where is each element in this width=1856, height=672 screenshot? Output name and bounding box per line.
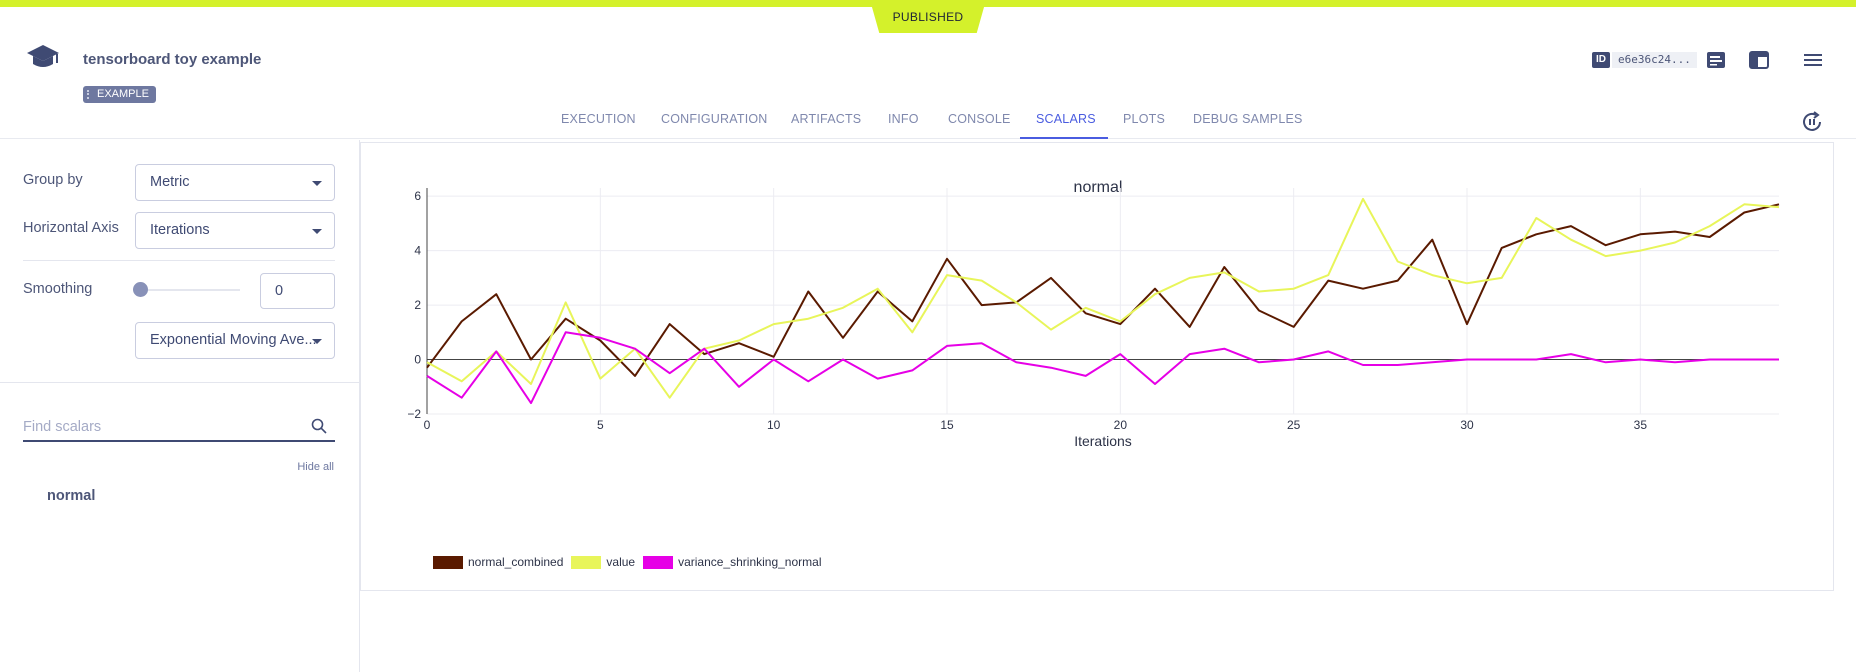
hide-all-link[interactable]: Hide all (297, 461, 334, 473)
y-tick-label: 4 (414, 244, 421, 258)
scalar-list-item[interactable]: normal (47, 488, 96, 504)
y-tick-label: −2 (407, 407, 421, 421)
smoothing-slider-handle[interactable] (133, 282, 148, 297)
find-scalars-placeholder: Find scalars (23, 419, 102, 435)
x-tick-label: 10 (767, 418, 781, 432)
y-tick-label: 2 (414, 298, 421, 312)
x-tick-label: 30 (1460, 418, 1474, 432)
tab-plots[interactable]: PLOTS (1123, 112, 1165, 126)
smoothing-method-select[interactable]: Exponential Moving Ave... (135, 322, 335, 359)
smoothing-method-value: Exponential Moving Ave... (150, 332, 317, 348)
series-line-variance_shrinking_normal (426, 331, 1779, 405)
legend-item[interactable]: value (571, 555, 635, 569)
id-value: e6e36c24... (1612, 52, 1697, 68)
legend-label: value (606, 555, 636, 569)
task-title: tensorboard toy example (83, 51, 262, 68)
active-tab-indicator (1020, 137, 1108, 139)
search-icon[interactable] (311, 418, 327, 434)
smoothing-slider-track[interactable] (140, 289, 240, 291)
tab-execution[interactable]: EXECUTION (561, 112, 636, 126)
task-header: tensorboard toy example EXAMPLE ID e6e36… (0, 7, 1856, 139)
tab-configuration[interactable]: CONFIGURATION (661, 112, 768, 126)
legend-label: variance_shrinking_normal (678, 555, 822, 569)
y-tick-label: 6 (414, 189, 421, 203)
details-icon[interactable] (1704, 48, 1728, 72)
chevron-down-icon (312, 229, 322, 234)
x-tick-label: 20 (1114, 418, 1128, 432)
tab-debug-samples[interactable]: DEBUG SAMPLES (1193, 112, 1303, 126)
legend-label: normal_combined (468, 555, 564, 569)
tab-console[interactable]: CONSOLE (948, 112, 1011, 126)
horizontal-axis-select[interactable]: Iterations (135, 212, 335, 249)
x-axis-label: Iterations (1074, 433, 1132, 449)
divider (0, 382, 360, 383)
x-tick-label: 25 (1287, 418, 1301, 432)
smoothing-label: Smoothing (23, 281, 93, 297)
layout-panel-icon[interactable] (1747, 48, 1771, 72)
series-line-normal_combined (426, 203, 1780, 377)
tab-bar: EXECUTION CONFIGURATION ARTIFACTS INFO C… (0, 100, 1856, 140)
scalars-sidebar: Group by Metric Horizontal Axis Iteratio… (0, 140, 360, 672)
chevron-down-icon (312, 339, 322, 344)
x-tick-label: 15 (940, 418, 954, 432)
graduation-cap-icon (27, 45, 59, 67)
legend-item[interactable]: variance_shrinking_normal (643, 555, 822, 569)
legend-swatch (571, 555, 602, 569)
divider (23, 260, 335, 261)
smoothing-input[interactable]: 0 (260, 273, 335, 309)
series-line-value (426, 197, 1780, 399)
legend-swatch (433, 555, 463, 569)
chart-legend: normal_combined value variance_shrinking_n… (433, 555, 830, 569)
x-tick-label: 5 (597, 418, 604, 432)
x-tick-label: 35 (1634, 418, 1648, 432)
menu-icon[interactable] (1801, 48, 1825, 72)
chart-title: normal (1073, 179, 1123, 196)
legend-swatch (643, 555, 674, 569)
find-scalars-field[interactable]: Find scalars (23, 410, 335, 442)
tab-info[interactable]: INFO (888, 112, 919, 126)
task-id[interactable]: ID e6e36c24... (1592, 51, 1697, 69)
chart-panel: normal 0 5 10 15 20 25 30 35 −2 0 2 4 6 Iterations no… (360, 142, 1834, 591)
horizontal-axis-value: Iterations (150, 222, 210, 238)
group-by-select[interactable]: Metric (135, 164, 335, 201)
group-by-value: Metric (150, 174, 190, 190)
x-tick-label: 0 (424, 418, 431, 432)
auto-refresh-icon[interactable] (1800, 110, 1824, 134)
example-tag[interactable]: EXAMPLE (83, 86, 156, 103)
id-label: ID (1592, 52, 1610, 68)
y-tick-label: 0 (414, 353, 421, 367)
published-banner: PUBLISHED (870, 0, 986, 33)
tab-scalars[interactable]: SCALARS (1036, 112, 1096, 126)
legend-item[interactable]: normal_combined (433, 555, 563, 569)
horizontal-axis-label: Horizontal Axis (23, 220, 119, 236)
tab-artifacts[interactable]: ARTIFACTS (791, 112, 862, 126)
chevron-down-icon (312, 181, 322, 186)
group-by-label: Group by (23, 172, 83, 188)
